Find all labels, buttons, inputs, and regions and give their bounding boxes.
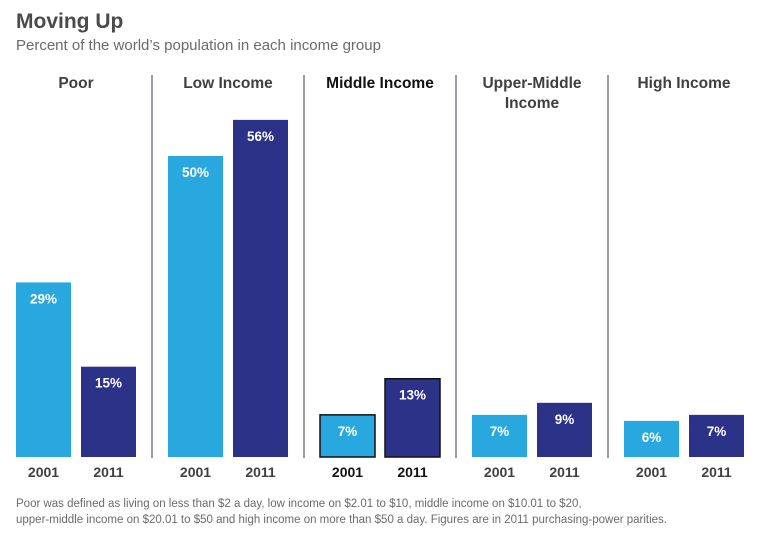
data-label: 29%: [30, 291, 57, 306]
data-label: 9%: [555, 412, 575, 427]
group-label: Upper-Middle: [482, 75, 581, 92]
data-label: 6%: [642, 430, 662, 445]
data-label: 13%: [399, 388, 426, 403]
data-label: 50%: [182, 165, 209, 180]
data-label: 7%: [707, 424, 727, 439]
bar-2011: [81, 366, 136, 457]
data-label: 15%: [95, 376, 122, 391]
bar-2001: [16, 282, 71, 457]
bar-2001: [319, 414, 376, 458]
bar-2011: [233, 119, 288, 457]
x-tick-label: 2011: [701, 464, 732, 480]
bar-2011: [384, 377, 441, 458]
footnote: Poor was defined as living on less than …: [16, 496, 751, 528]
footnote-line-1: Poor was defined as living on less than …: [16, 498, 582, 510]
group-label: Middle Income: [326, 75, 434, 92]
footnote-line-2: upper-middle income on $20.01 to $50 and…: [16, 514, 668, 526]
chart-subtitle: Percent of the world’s population in eac…: [16, 37, 381, 54]
x-tick-label: 2001: [636, 464, 667, 480]
group-label: Low Income: [183, 75, 273, 92]
x-tick-label: 2011: [549, 464, 580, 480]
data-label: 56%: [247, 129, 274, 144]
chart-title: Moving Up: [16, 10, 124, 33]
x-tick-label: 2011: [397, 464, 428, 480]
bar-2011: [537, 402, 592, 457]
x-tick-label: 2001: [484, 464, 515, 480]
group-label: Income: [505, 95, 560, 112]
x-tick-label: 2001: [332, 464, 363, 480]
data-label: 7%: [490, 424, 510, 439]
x-tick-label: 2001: [180, 464, 211, 480]
x-tick-label: 2011: [93, 464, 124, 480]
bar-2001: [168, 156, 223, 457]
group-label: Poor: [58, 75, 93, 92]
data-label: 7%: [338, 424, 358, 439]
bar-2001: [472, 414, 527, 457]
group-label: High Income: [637, 75, 730, 92]
x-tick-label: 2011: [245, 464, 276, 480]
x-tick-label: 2001: [28, 464, 59, 480]
bar-chart: Poor 29% 2001 15% 2011 Low Income 50% 2001 56% 20…: [16, 75, 744, 480]
bar-2001: [624, 420, 679, 457]
bar-2011: [689, 414, 744, 457]
